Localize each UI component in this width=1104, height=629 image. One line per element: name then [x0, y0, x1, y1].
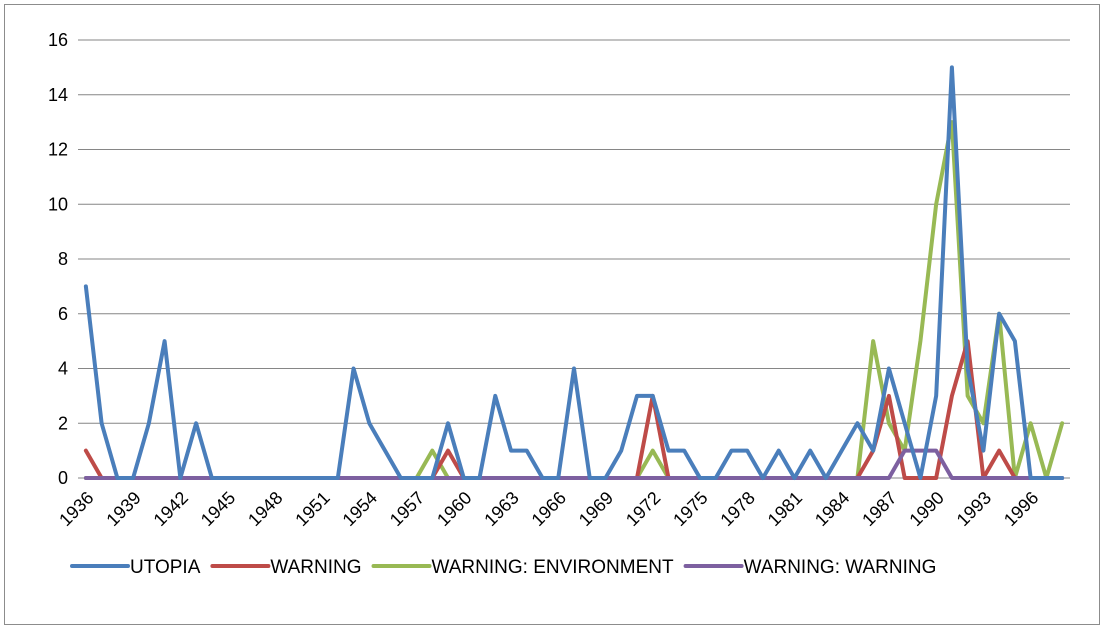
- legend: UTOPIA WARNING WARNING: ENVIRONMENT WARNING…: [70, 557, 937, 578]
- y-tick-label-14: 14: [48, 85, 68, 105]
- x-tick-label-1942: 1942: [150, 488, 192, 530]
- y-tick-label-2: 2: [58, 413, 68, 433]
- y-tick-label-0: 0: [58, 468, 68, 488]
- legend-label-warning-environment: WARNING: ENVIRONMENT: [432, 557, 674, 578]
- y-tick-label-4: 4: [58, 359, 68, 379]
- x-tick-label-1936: 1936: [55, 488, 97, 530]
- x-tick-label-1981: 1981: [764, 488, 806, 530]
- series-line-warning-environment: [83, 120, 1065, 480]
- y-tick-label-12: 12: [48, 140, 68, 160]
- x-tick-label-1996: 1996: [1000, 488, 1042, 530]
- x-tick-label-1969: 1969: [575, 488, 617, 530]
- x-tick-label-1945: 1945: [197, 488, 239, 530]
- x-tick-label-1951: 1951: [291, 488, 333, 530]
- y-axis-ticks: 0 2 4 6 8 10 12 14 16: [48, 30, 68, 488]
- y-tick-label-10: 10: [48, 194, 68, 214]
- chart-frame: [4, 4, 1100, 625]
- x-axis-ticks: 1936 1939 1942 1945 1948 1951 1954 1957 1960 1963…: [55, 488, 1042, 530]
- x-tick-label-1948: 1948: [244, 488, 286, 530]
- x-tick-label-1957: 1957: [386, 488, 428, 530]
- legend-label-warning-warning: WARNING: WARNING: [744, 557, 937, 578]
- x-tick-label-1993: 1993: [953, 488, 995, 530]
- series-lines: [83, 65, 1065, 480]
- y-tick-label-16: 16: [48, 30, 68, 50]
- x-tick-label-1984: 1984: [811, 488, 853, 530]
- x-tick-label-1960: 1960: [433, 488, 475, 530]
- x-tick-label-1954: 1954: [339, 488, 381, 530]
- legend-label-warning: WARNING: [270, 557, 361, 578]
- y-tick-label-6: 6: [58, 304, 68, 324]
- x-tick-label-1963: 1963: [480, 488, 522, 530]
- x-tick-label-1972: 1972: [622, 488, 664, 530]
- y-tick-label-8: 8: [58, 249, 68, 269]
- x-tick-label-1990: 1990: [905, 488, 947, 530]
- x-tick-label-1975: 1975: [669, 488, 711, 530]
- x-tick-label-1966: 1966: [528, 488, 570, 530]
- series-line-utopia: [83, 65, 1065, 480]
- x-tick-label-1939: 1939: [102, 488, 144, 530]
- x-tick-label-1987: 1987: [858, 488, 900, 530]
- gridlines: [78, 39, 1070, 424]
- x-tick-label-1978: 1978: [716, 488, 758, 530]
- legend-label-utopia: UTOPIA: [130, 557, 201, 578]
